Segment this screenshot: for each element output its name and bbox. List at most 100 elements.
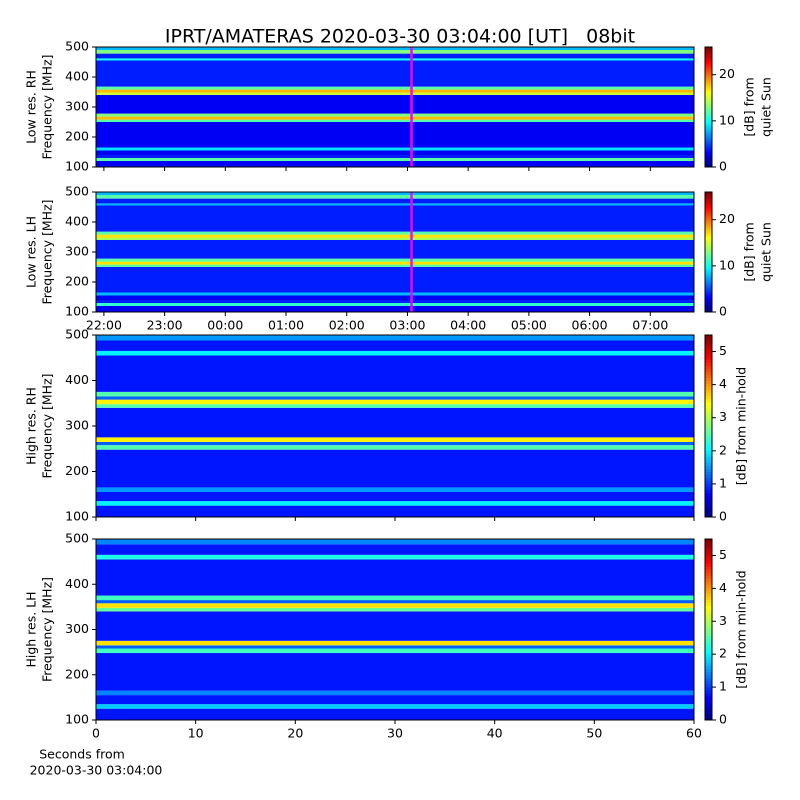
colorbar-segment bbox=[705, 77, 712, 80]
colorbar-segment bbox=[705, 141, 712, 144]
heatmap-cell bbox=[96, 704, 694, 709]
heatmap-cell bbox=[96, 335, 694, 341]
colorbar-segment bbox=[705, 256, 712, 259]
x-tick-label: 07:00 bbox=[632, 318, 668, 333]
colorbar-segment bbox=[705, 350, 712, 354]
colorbar-segment bbox=[705, 683, 712, 688]
colorbar-tick-label: 4 bbox=[719, 580, 727, 595]
colorbar-segment bbox=[705, 429, 712, 433]
colorbar-tick-label: 0 bbox=[719, 304, 727, 319]
colorbar-segment bbox=[705, 644, 712, 649]
colorbar-segment bbox=[705, 69, 712, 72]
colorbar-segment bbox=[705, 459, 712, 463]
colorbar-segment bbox=[705, 83, 712, 86]
colorbar-label: quiet Sun bbox=[759, 77, 774, 137]
colorbar-segment bbox=[705, 545, 712, 549]
heatmap-cell bbox=[96, 554, 694, 560]
colorbar-segment bbox=[705, 55, 712, 58]
colorbar-segment bbox=[705, 638, 712, 643]
colorbar-segment bbox=[705, 153, 712, 156]
colorbar-segment bbox=[705, 137, 712, 140]
heatmap-cell bbox=[96, 147, 694, 151]
colorbar-segment bbox=[705, 260, 712, 263]
colorbar-segment bbox=[705, 232, 712, 235]
y-tick-label: 100 bbox=[65, 509, 89, 524]
colorbar-segment bbox=[705, 57, 712, 60]
colorbar-segment bbox=[705, 677, 712, 682]
heatmap-cell bbox=[96, 303, 694, 306]
y-axis-label: Frequency [MHz] bbox=[40, 54, 55, 159]
colorbar-segment bbox=[705, 280, 712, 283]
colorbar-segment bbox=[705, 578, 712, 582]
y-tick-label: 100 bbox=[65, 159, 89, 174]
colorbar-segment bbox=[705, 608, 712, 612]
colorbar-segment bbox=[705, 202, 712, 205]
colorbar-segment bbox=[705, 650, 712, 655]
heatmap-cell bbox=[96, 192, 694, 195]
colorbar-segment bbox=[705, 244, 712, 247]
x-tick-label: 01:00 bbox=[268, 318, 304, 333]
heatmap-cell bbox=[96, 340, 694, 351]
colorbar-segment bbox=[705, 395, 712, 400]
colorbar-segment bbox=[705, 605, 712, 609]
colorbar-segment bbox=[705, 216, 712, 219]
colorbar-segment bbox=[705, 272, 712, 275]
colorbar-segment bbox=[705, 47, 712, 50]
colorbar-segment bbox=[705, 665, 712, 670]
colorbar-segment bbox=[705, 444, 712, 448]
colorbar-segment bbox=[705, 707, 712, 712]
colorbar-segment bbox=[705, 510, 712, 515]
colorbar-segment bbox=[705, 117, 712, 120]
colorbar-segment bbox=[705, 97, 712, 100]
y-axis-label: Frequency [MHz] bbox=[40, 577, 55, 682]
colorbar-segment bbox=[705, 599, 712, 603]
colorbar-segment bbox=[705, 250, 712, 253]
colorbar-segment bbox=[705, 214, 712, 217]
colorbar-segment bbox=[705, 81, 712, 84]
colorbar-segment bbox=[705, 641, 712, 646]
colorbar-segment bbox=[705, 365, 712, 369]
colorbar-segment bbox=[705, 200, 712, 203]
colorbar-segment bbox=[705, 212, 712, 215]
colorbar-frame bbox=[704, 191, 713, 313]
colorbar-segment bbox=[705, 125, 712, 128]
heatmap-cell bbox=[96, 119, 694, 122]
colorbar-segment bbox=[705, 65, 712, 68]
colorbar-segment bbox=[705, 593, 712, 597]
colorbar-segment bbox=[705, 109, 712, 112]
colorbar-segment bbox=[705, 620, 712, 624]
colorbar-segment bbox=[705, 87, 712, 90]
x-tick-label: 06:00 bbox=[572, 318, 608, 333]
y-axis-label: Frequency [MHz] bbox=[40, 373, 55, 478]
colorbar-segment bbox=[705, 435, 712, 439]
colorbar-tick-label: 20 bbox=[719, 211, 735, 226]
heatmap-cell bbox=[96, 391, 694, 397]
colorbar-tick-label: 0 bbox=[719, 509, 727, 524]
y-axis-label: Frequency [MHz] bbox=[40, 199, 55, 304]
colorbar-segment bbox=[705, 143, 712, 146]
colorbar-segment bbox=[705, 374, 712, 378]
colorbar-segment bbox=[705, 101, 712, 104]
heatmap-cell bbox=[96, 355, 694, 392]
heatmap-cell bbox=[96, 116, 694, 120]
colorbar-segment bbox=[705, 554, 712, 558]
colorbar-segment bbox=[705, 264, 712, 267]
heatmap-cell bbox=[96, 47, 694, 50]
colorbar-segment bbox=[705, 686, 712, 691]
colorbar-segment bbox=[705, 79, 712, 82]
colorbar-segment bbox=[705, 149, 712, 152]
y-tick-label: 200 bbox=[65, 666, 89, 681]
colorbar-segment bbox=[705, 401, 712, 406]
colorbar-segment bbox=[705, 602, 712, 606]
x-tick-label: 02:00 bbox=[329, 318, 365, 333]
colorbar-segment bbox=[705, 300, 712, 303]
colorbar-segment bbox=[705, 392, 712, 397]
colorbar-segment bbox=[705, 386, 712, 391]
colorbar-segment bbox=[705, 139, 712, 142]
colorbar-segment bbox=[705, 248, 712, 251]
colorbar-segment bbox=[705, 226, 712, 229]
colorbar-segment bbox=[705, 557, 712, 561]
colorbar-segment bbox=[705, 121, 712, 124]
colorbar-segment bbox=[705, 335, 712, 339]
colorbar-segment bbox=[705, 447, 712, 451]
